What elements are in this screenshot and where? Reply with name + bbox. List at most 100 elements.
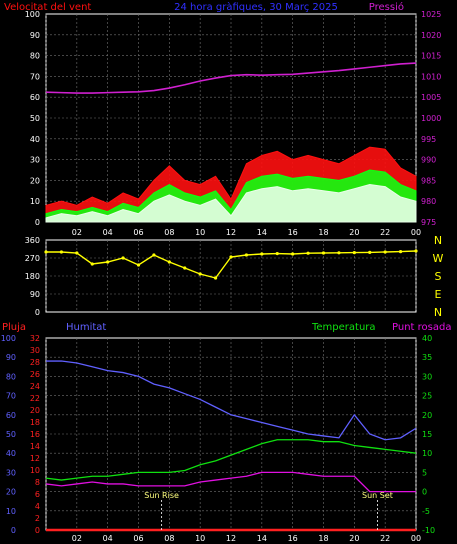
compass-label: W	[433, 252, 444, 265]
time-tick: 02	[72, 534, 82, 543]
compass-label: N	[434, 306, 442, 319]
time-tick: 00	[411, 534, 421, 543]
wind-direction-point	[44, 250, 48, 254]
temperature-tick: -5	[422, 507, 430, 516]
rain-tick: 22	[30, 394, 40, 403]
pressure-tick: 1025	[421, 10, 441, 19]
time-tick: 08	[164, 228, 174, 237]
pressure-tick: 1010	[421, 72, 441, 81]
pressure-title: Pressió	[369, 1, 404, 13]
temperature-tick: 10	[422, 449, 432, 458]
temperature-line	[45, 471, 416, 493]
temperature-tick: 0	[422, 488, 427, 497]
rain-tick: 0	[35, 526, 40, 535]
humidity-tick: 20	[6, 488, 16, 497]
humidity-line	[46, 360, 417, 441]
pressure-line	[45, 62, 417, 94]
rain-title: Pluja	[2, 322, 26, 333]
rain-tick: 24	[30, 382, 40, 391]
rain-tick: 18	[30, 418, 40, 427]
humidity-tick: 10	[6, 507, 16, 516]
wind-speed-tick: 10	[30, 197, 40, 206]
rain-tick: 20	[30, 406, 40, 415]
wind-speed-tick: 20	[30, 176, 40, 185]
humidity-tick: 50	[6, 430, 16, 439]
wind-direction-point	[59, 250, 64, 254]
wind-direction-point	[352, 251, 356, 255]
wind-speed-tick: 90	[30, 31, 40, 40]
wind-direction-point	[383, 250, 387, 254]
direction-tick: 0	[35, 308, 40, 317]
wind-direction-point	[229, 255, 233, 259]
temperature-tick: 30	[422, 372, 432, 381]
time-tick: 10	[195, 228, 205, 237]
temperature-tick: -10	[422, 526, 435, 535]
temperature-line	[45, 439, 417, 481]
time-tick: 04	[103, 228, 113, 237]
pressure-tick: 985	[421, 176, 436, 185]
wind-direction-point	[75, 251, 79, 255]
rain-tick: 2	[35, 514, 40, 523]
time-tick: 18	[318, 534, 328, 543]
wind-speed-tick: 100	[25, 10, 40, 19]
pressure-tick: 1015	[421, 52, 441, 61]
wind-speed-tick: 40	[30, 135, 40, 144]
wind-direction-point	[368, 250, 372, 254]
wind-speed-tick: 0	[35, 218, 40, 227]
time-tick: 14	[257, 534, 267, 543]
time-tick: 22	[380, 228, 390, 237]
humidity-tick: 0	[11, 526, 16, 535]
pressure-tick: 1020	[421, 31, 441, 40]
time-tick: 04	[103, 534, 113, 543]
humidity-tick: 70	[6, 392, 16, 401]
direction-tick: 90	[30, 290, 40, 299]
rain-tick: 32	[30, 334, 40, 343]
wind-direction-point	[167, 260, 171, 264]
time-tick: 20	[349, 228, 359, 237]
humidity-title: Humitat	[66, 322, 106, 333]
wind-direction-point	[414, 249, 418, 253]
time-tick: 16	[288, 534, 298, 543]
pressure-tick: 1000	[421, 114, 441, 123]
wind-series-area	[45, 184, 417, 223]
wind-direction-point	[291, 252, 295, 256]
time-tick: 14	[257, 228, 267, 237]
wind-direction-point	[106, 260, 110, 264]
temperature-tick: 5	[422, 468, 427, 477]
pressure-tick: 995	[421, 135, 436, 144]
chart-title: 24 hora gràfiques, 30 Març 2025	[174, 1, 338, 13]
rain-tick: 12	[30, 454, 40, 463]
time-tick: 12	[226, 228, 236, 237]
sunset-label: Sun Set	[362, 491, 393, 500]
humidity-tick: 40	[6, 449, 16, 458]
wind-direction-point	[121, 256, 125, 260]
wind-speed-tick: 30	[30, 156, 40, 165]
wind-direction-point	[306, 251, 310, 255]
time-tick: 06	[133, 228, 143, 237]
pressure-tick: 990	[421, 156, 436, 165]
pressure-tick: 1005	[421, 93, 441, 102]
wind-direction-point	[152, 253, 156, 257]
rain-tick: 4	[35, 502, 40, 511]
temperature-tick: 20	[422, 411, 432, 420]
compass-label: N	[434, 234, 442, 247]
rain-tick: 8	[35, 478, 40, 487]
time-tick: 08	[164, 534, 174, 543]
wind-direction-point	[398, 250, 403, 254]
time-tick: 18	[318, 228, 328, 237]
rain-tick: 28	[30, 358, 40, 367]
dewpoint-title: Punt rosada	[392, 322, 451, 333]
rain-tick: 10	[30, 466, 40, 475]
time-tick: 10	[195, 534, 205, 543]
pressure-tick: 980	[421, 197, 436, 206]
rain-tick: 6	[35, 490, 40, 499]
wind-speed-tick: 70	[30, 72, 40, 81]
wind-speed-tick: 80	[30, 52, 40, 61]
direction-tick: 180	[25, 272, 40, 281]
temperature-tick: 35	[422, 353, 432, 362]
wind-direction-point	[136, 263, 141, 267]
compass-label: E	[435, 288, 442, 301]
temperature-tick: 40	[422, 334, 432, 343]
humidity-tick: 30	[6, 468, 16, 477]
